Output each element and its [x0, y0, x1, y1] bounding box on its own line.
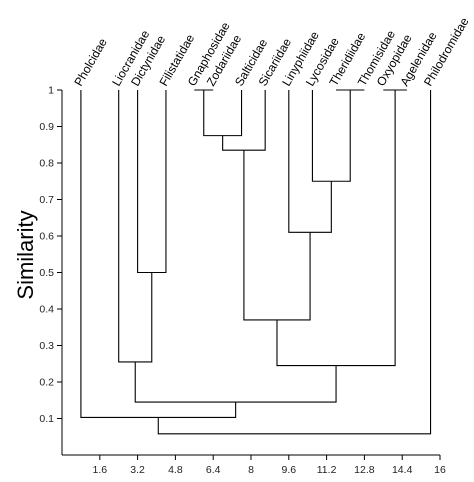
- branches: [80, 89, 432, 435]
- dendrogram-branch: [288, 90, 332, 233]
- y-tick-label: 0.4: [39, 304, 54, 316]
- y-tick-label: 0.2: [39, 377, 54, 389]
- y-tick-label: 1: [48, 85, 54, 97]
- x-tick-label: 9.6: [281, 464, 296, 476]
- dendrogram-branch: [203, 90, 243, 137]
- x-tick-label: 4.8: [168, 464, 183, 476]
- dendrogram-branch: [222, 90, 266, 151]
- y-tick-label: 0.5: [39, 267, 54, 279]
- y-tick-label: 0.6: [39, 231, 54, 243]
- x-tick-label: 1.6: [92, 464, 107, 476]
- y-tick-label: 0.1: [39, 413, 54, 425]
- x-tick-label: 8: [248, 464, 254, 476]
- dendrogram-branch: [311, 90, 351, 182]
- y-axis-label: Similarity: [13, 210, 38, 299]
- leaf-labels: Pholcidae LiocranidaeDictynidaeFilistatid…: [71, 15, 471, 89]
- x-tick-label: 6.4: [206, 464, 221, 476]
- y-tick-label: 0.9: [39, 121, 54, 133]
- dendrogram-branch: [276, 90, 396, 367]
- x-tick-label: 3.2: [130, 464, 145, 476]
- dendrogram-branch: [134, 361, 337, 403]
- x-tick-label: 12.8: [354, 464, 375, 476]
- x-tick-label: 16: [434, 464, 446, 476]
- ticks: 0.1 0.2 0.3 0.4 0.5 0.6 0.7 0.8 0.9 1 1.6 3.2 4.8 6.4…: [39, 85, 446, 477]
- y-tick-label: 0.8: [39, 158, 54, 170]
- dendrogram-branch: [243, 150, 311, 321]
- dendrogram-branch: [137, 90, 167, 274]
- x-tick-label: 11.2: [317, 464, 337, 476]
- dendrogram-branch: [118, 90, 153, 363]
- dendrogram-branch: [157, 90, 432, 435]
- x-tick-label: 14.4: [392, 464, 413, 476]
- y-tick-label: 0.7: [39, 194, 54, 206]
- y-tick-label: 0.3: [39, 340, 54, 352]
- dendrogram-branch: [80, 90, 237, 418]
- leaf-label: Pholcidae: [71, 36, 110, 89]
